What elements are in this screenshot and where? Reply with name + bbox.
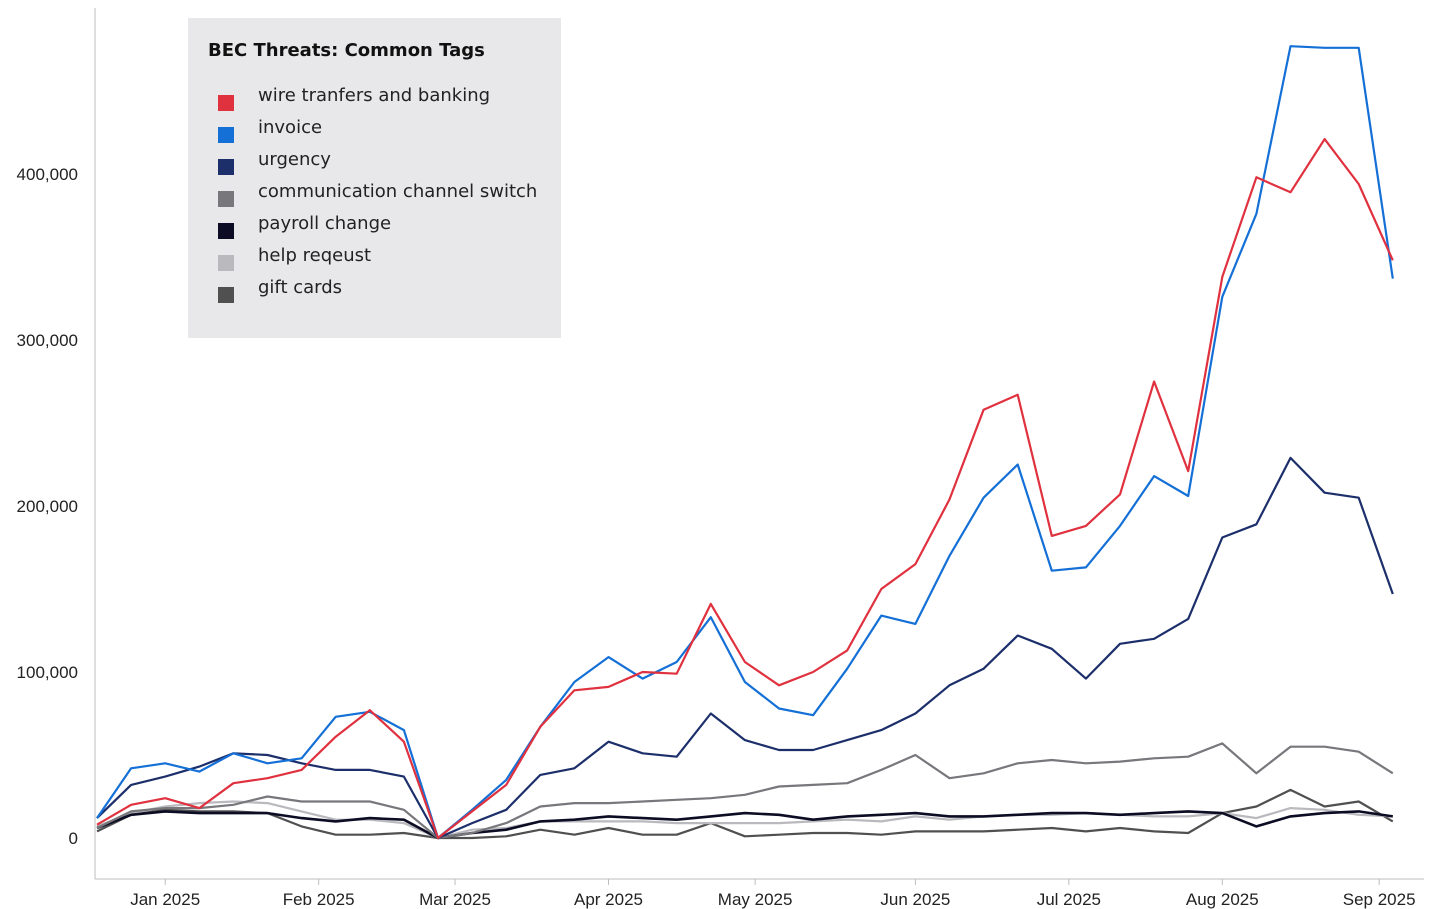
x-tick-label: Mar 2025 [419,890,491,909]
legend-label: invoice [258,117,323,138]
x-tick-label: Feb 2025 [283,890,355,909]
legend-swatch [218,159,234,175]
legend-swatch [218,127,234,143]
series-line-payroll-change [96,810,1393,840]
series-line-invoice [96,45,1394,840]
legend-label: wire tranfers and banking [258,85,491,106]
legend-label: help reqeust [258,245,372,266]
x-tick-label: Sep 2025 [1343,890,1416,909]
x-tick-label: Jul 2025 [1037,890,1101,909]
x-tick-label: May 2025 [718,890,793,909]
legend-swatch [218,191,234,207]
y-tick-label: 0 [69,829,78,848]
y-tick-label: 400,000 [17,165,78,184]
series-lines [96,45,1394,840]
legend-swatch [218,255,234,271]
series-line-gift-cards [96,788,1394,840]
series-line-wire-tranfers-and-banking [96,138,1394,840]
series-line-communication-channel-switch [96,742,1394,840]
y-tick-label: 100,000 [17,663,78,682]
legend-item: wire tranfers and banking [208,85,541,117]
legend-swatch [218,223,234,239]
y-tick-labels: 0 100,000 200,000 300,000 400,000 [17,165,78,848]
legend-item: payroll change [208,213,541,245]
x-tick-labels: Jan 2025 Feb 2025 Mar 2025 Apr 2025 May 2025… [130,879,1416,909]
legend-label: gift cards [258,277,343,298]
legend-swatch [218,287,234,303]
legend-label: communication channel switch [258,181,538,202]
legend-item: help reqeust [208,245,541,277]
x-tick-label: Jan 2025 [130,890,200,909]
legend-item: communication channel switch [208,181,541,213]
legend-item: invoice [208,117,541,149]
y-tick-label: 300,000 [17,331,78,350]
x-tick-label: Aug 2025 [1186,890,1259,909]
series-line-help-reqeust [96,800,1393,840]
legend-item: urgency [208,149,541,181]
legend-label: payroll change [258,213,392,234]
legend-swatch [218,95,234,111]
x-tick-label: Apr 2025 [574,890,643,909]
x-tick-label: Jun 2025 [880,890,950,909]
chart-title: BEC Threats: Common Tags [208,40,485,61]
series-line-urgency [96,456,1394,840]
y-tick-label: 200,000 [17,497,78,516]
legend-item: gift cards [208,277,541,309]
legend-label: urgency [258,149,331,170]
legend: BEC Threats: Common Tags wire tranfers a… [188,18,561,338]
